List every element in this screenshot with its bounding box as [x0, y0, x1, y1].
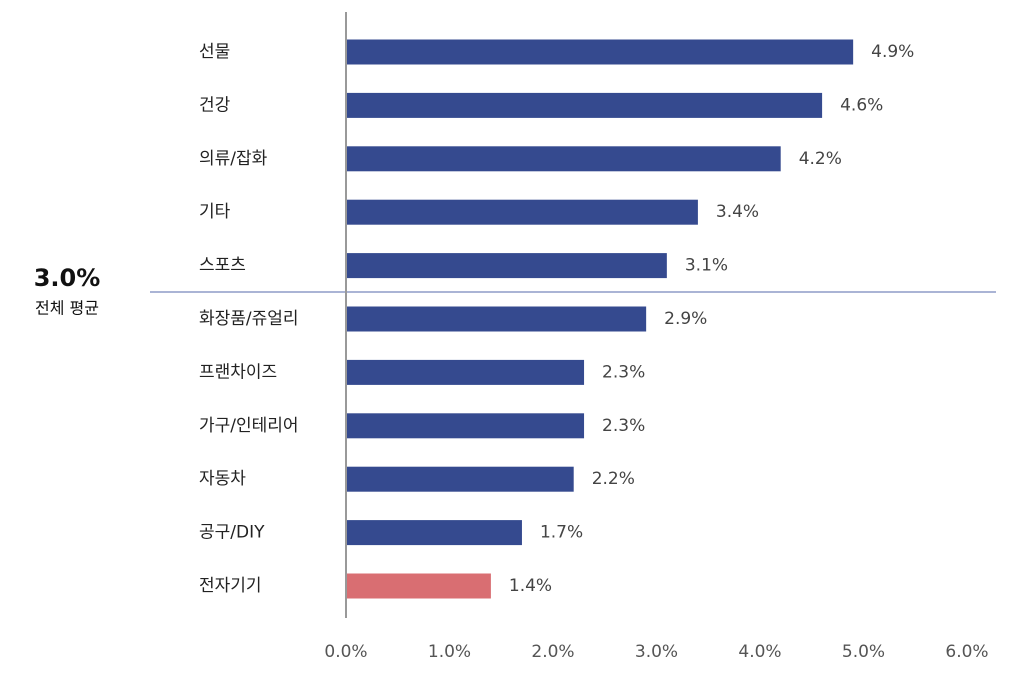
bar-11: [346, 573, 491, 599]
average-text-label: 전체 평균: [35, 299, 99, 318]
category-label: 기타: [199, 202, 231, 222]
value-labels-group: 4.9% 4.6% 4.2% 3.4% 3.1% 2.9% 2.3% 2.3% 2.2% 1.7%…: [509, 42, 914, 596]
category-label: 스포츠: [199, 256, 246, 276]
bar-6: [346, 306, 647, 332]
data-label: 3.4%: [716, 202, 759, 222]
data-label: 3.1%: [685, 256, 728, 276]
bar-5: [346, 253, 667, 279]
bar-2: [346, 92, 823, 118]
x-tick-label: 0.0%: [324, 642, 367, 662]
x-tick-label: 1.0%: [428, 642, 471, 662]
category-labels-group: 선물건강의류/잡화기타스포츠화장품/쥬얼리프랜차이즈가구/인테리어자동차공구/D…: [199, 42, 299, 596]
bar-10: [346, 520, 522, 546]
data-label: 1.7%: [540, 523, 583, 543]
category-label: 선물: [199, 42, 230, 62]
x-tick-label: 6.0%: [945, 642, 988, 662]
category-label: 공구/DIY: [199, 523, 265, 543]
bar-9: [346, 466, 574, 492]
reference-group: 3.0% 전체 평균: [34, 264, 996, 318]
data-label: 2.9%: [664, 309, 707, 329]
data-label: 4.9%: [871, 42, 914, 62]
x-tick-label: 4.0%: [738, 642, 781, 662]
data-label: 2.2%: [592, 469, 635, 489]
bar-1: [346, 39, 854, 65]
bar-8: [346, 413, 585, 439]
x-tick-label: 5.0%: [842, 642, 885, 662]
category-label: 전자기기: [199, 576, 262, 596]
data-label: 2.3%: [602, 362, 645, 382]
bar-4: [346, 199, 698, 225]
category-label: 가구/인테리어: [199, 416, 299, 436]
x-axis-ticks-group: 0.0% 1.0% 2.0% 3.0% 4.0% 5.0% 6.0%: [324, 642, 988, 662]
bars-group: [346, 39, 854, 599]
bar-7: [346, 359, 585, 385]
average-value-label: 3.0%: [34, 264, 101, 292]
data-label: 4.2%: [799, 149, 842, 169]
x-tick-label: 2.0%: [531, 642, 574, 662]
x-tick-label: 3.0%: [635, 642, 678, 662]
data-label: 4.6%: [840, 95, 883, 115]
data-label: 1.4%: [509, 576, 552, 596]
bar-3: [346, 146, 781, 172]
data-label: 2.3%: [602, 416, 645, 436]
category-label: 의류/잡화: [199, 149, 268, 169]
category-label: 화장품/쥬얼리: [199, 309, 299, 329]
category-label: 자동차: [199, 469, 246, 489]
category-label: 건강: [199, 95, 231, 115]
category-label: 프랜차이즈: [199, 362, 277, 382]
